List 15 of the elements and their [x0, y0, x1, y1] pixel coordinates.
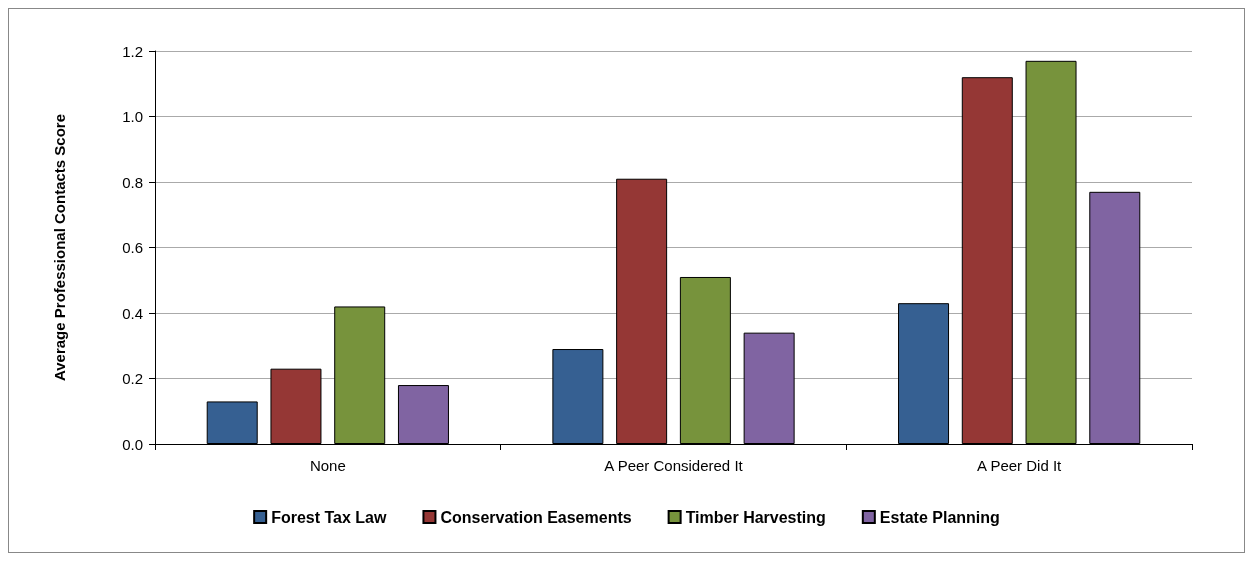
x-tick-label: A Peer Did It — [977, 457, 1063, 474]
y-tick-label: 0.0 — [122, 435, 143, 453]
y-tick-label: 1.2 — [122, 42, 143, 60]
x-tick-label: None — [309, 457, 346, 474]
x-tick-label: A Peer Considered It — [604, 457, 744, 474]
legend-label: Conservation Easements — [440, 508, 632, 526]
y-tick-label: 0.4 — [122, 304, 143, 322]
y-axis-title: Average Professional Contacts Score — [51, 113, 68, 382]
legend-label: Forest Tax Law — [271, 508, 387, 526]
y-tick-label: 0.8 — [122, 173, 143, 191]
y-tick-label: 0.2 — [122, 370, 143, 387]
legend-label: Estate Planning — [879, 508, 1000, 526]
legend-label: Timber Harvesting — [685, 508, 826, 526]
y-tick-label: 0.6 — [122, 239, 143, 256]
y-tick-label: 1.0 — [122, 108, 143, 125]
